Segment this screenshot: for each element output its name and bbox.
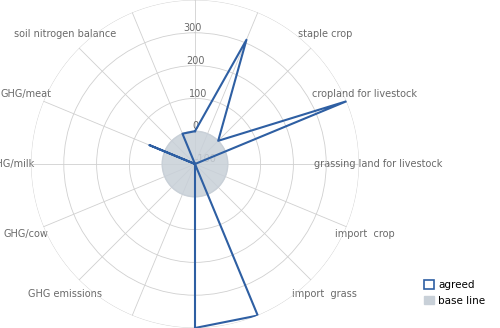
Legend: agreed, base line: agreed, base line xyxy=(420,276,490,310)
Polygon shape xyxy=(162,131,228,197)
